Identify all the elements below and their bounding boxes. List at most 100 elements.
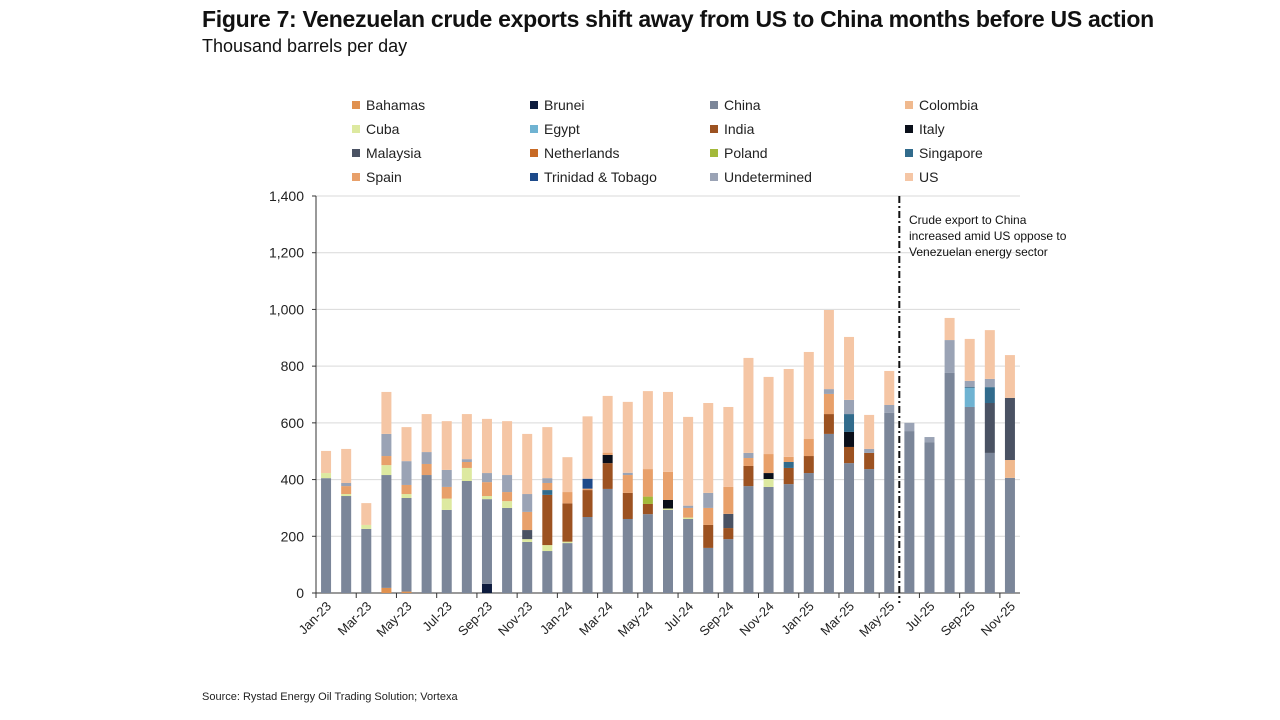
legend-item: Netherlands	[530, 144, 710, 162]
x-tick-label: May-23	[373, 599, 414, 640]
y-tick-label: 1,400	[269, 188, 304, 204]
bar-segment-india	[703, 524, 714, 548]
bar-segment-china	[703, 547, 714, 593]
legend-label: Poland	[724, 145, 768, 161]
bar-segment-us	[723, 406, 734, 487]
bar-segment-us	[421, 414, 432, 453]
bar-segment-bahamas	[381, 587, 392, 593]
chart-title: Figure 7: Venezuelan crude exports shift…	[202, 6, 1154, 32]
chart-subtitle: Thousand barrels per day	[202, 36, 408, 56]
bar-segment-undetermined	[864, 448, 875, 453]
bar-segment-china	[783, 484, 794, 593]
bar-segment-singapore	[783, 461, 794, 468]
y-tick-label: 800	[281, 358, 305, 374]
bar-segment-singapore	[542, 490, 553, 495]
legend-item: China	[710, 96, 905, 114]
bar-segment-spain	[763, 454, 774, 474]
bar-segment-india	[844, 446, 855, 464]
bar-segment-undetermined	[401, 461, 412, 485]
x-tick-label: Jul-23	[419, 599, 455, 635]
bar-segment-spain	[341, 486, 352, 495]
bar-segment-undetermined	[381, 433, 392, 457]
x-tick-label: Nov-23	[495, 599, 535, 639]
bar-segment-spain	[622, 475, 633, 493]
bar-segment-undetermined	[502, 475, 513, 493]
bar-segment-undetermined	[703, 492, 714, 508]
legend-label: Singapore	[919, 145, 983, 161]
x-tick-label: Nov-24	[736, 599, 776, 639]
bar-segment-cuba	[441, 498, 452, 510]
bar-segment-us	[1004, 355, 1015, 398]
bar-segment-india	[542, 494, 553, 546]
bar-segment-spain	[401, 484, 412, 495]
bar-segment-undetermined	[984, 378, 995, 388]
bar-segment-us	[401, 427, 412, 462]
legend-label: Netherlands	[544, 145, 620, 161]
bar-segment-spain	[562, 492, 573, 504]
bar-segment-italy	[763, 473, 774, 480]
bar-segment-undetermined	[743, 452, 754, 459]
legend-swatch	[530, 173, 538, 181]
annotation-text: Crude export to China increased amid US …	[909, 213, 1067, 259]
bar-segment-china	[622, 518, 633, 593]
bar-segment-us	[984, 330, 995, 379]
legend-swatch	[530, 149, 538, 157]
bar-segment-us	[381, 391, 392, 434]
legend-item: Poland	[710, 144, 905, 162]
bar-segment-cuba	[481, 496, 492, 500]
legend-label: Brunei	[544, 97, 585, 113]
bar-segment-us	[844, 336, 855, 400]
bar-segment-china	[743, 486, 754, 593]
bar-segment-us	[622, 401, 633, 473]
legend-item: Undetermined	[710, 168, 905, 186]
bar-segment-china	[884, 412, 895, 593]
bar-segment-spain	[642, 469, 653, 497]
legend: Bahamas Brunei China Colombia Cuba Egypt India…	[352, 96, 1055, 186]
bar-segment-undetermined	[964, 380, 975, 388]
bar-segment-spain	[703, 507, 714, 525]
bar-segment-china	[381, 475, 392, 588]
bar-segment-china	[803, 473, 814, 593]
bar-segment-cuba	[361, 524, 372, 529]
source-note: Source: Rystad Energy Oil Trading Soluti…	[202, 691, 458, 703]
legend-swatch	[352, 149, 360, 157]
bar-segment-italy	[663, 499, 673, 509]
bar-segment-cuba	[381, 465, 392, 476]
bar-segment-china	[1004, 477, 1015, 593]
legend-swatch	[710, 125, 718, 133]
y-tick-label: 0	[296, 585, 304, 601]
bar-segment-cuba	[341, 494, 352, 497]
bar-segment-us	[864, 414, 875, 449]
x-tick-label: Mar-24	[576, 599, 616, 639]
bar-segment-us	[783, 368, 794, 457]
bar-segment-cuba	[763, 479, 774, 487]
bar-segment-us	[321, 450, 332, 474]
legend-item: Spain	[352, 168, 530, 186]
bar-segment-us	[602, 395, 613, 453]
bar-segment-cuba	[683, 517, 694, 519]
bar-segment-spain	[743, 458, 754, 466]
bar-segment-china	[502, 507, 513, 593]
bar-segment-spain	[421, 463, 432, 476]
x-tick-label: Mar-23	[335, 599, 375, 639]
bar-segment-china	[763, 486, 774, 593]
bar-segment-spain	[602, 452, 613, 455]
bar-segment-malaysia	[984, 403, 995, 453]
bar-segment-undetermined	[341, 482, 352, 487]
bar-segment-china	[944, 372, 955, 593]
bar-segment-us	[542, 427, 553, 479]
bar-segment-us	[743, 357, 754, 453]
bar-segment-china	[904, 431, 915, 593]
legend-label: Spain	[366, 169, 402, 185]
bar-segment-spain	[542, 482, 553, 491]
bar-segment-us	[562, 457, 573, 493]
bar-segment-brunei	[481, 583, 492, 593]
bar-segment-china	[723, 539, 734, 593]
legend-item: India	[710, 120, 905, 138]
bar-segment-undetermined	[542, 478, 553, 483]
bar-segment-us	[763, 376, 774, 455]
bar-segment-us	[481, 418, 492, 474]
bar-segment-undetermined	[421, 452, 432, 464]
bar-segment-us	[944, 317, 955, 341]
